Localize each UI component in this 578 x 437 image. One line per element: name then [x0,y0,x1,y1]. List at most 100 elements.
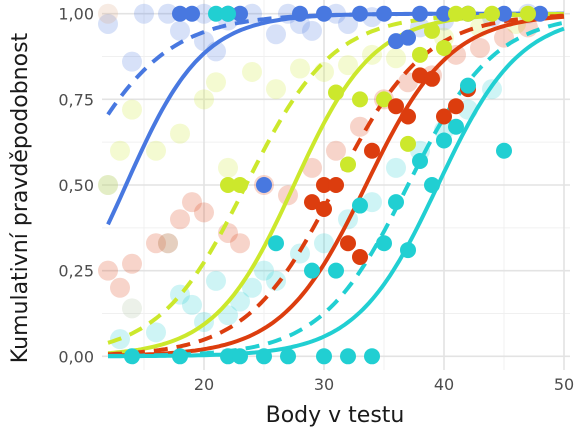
data-point [424,22,440,39]
data-point-faded [182,294,202,315]
data-point-faded [242,3,262,24]
data-point-faded [290,243,310,264]
data-point [184,5,200,22]
y-tick-labels: 0,00 0,25 0,50 0,75 1,00 [58,5,94,367]
data-point [436,39,452,56]
data-point [412,153,428,170]
data-point [316,177,332,193]
data-point [232,5,248,22]
data-point [304,262,320,279]
data-point [340,235,356,252]
data-point-faded [470,37,490,58]
data-point-faded [122,253,142,274]
data-point-faded [266,79,286,100]
data-point [388,194,404,211]
data-point [460,77,476,94]
data-point-faded [302,20,322,41]
data-point-faded [194,3,214,24]
data-point [292,5,308,22]
data-point [448,118,464,135]
data-point [448,5,464,22]
data-point-faded [266,24,286,45]
data-point-faded [146,322,166,343]
data-point [520,5,536,22]
data-point [400,242,416,259]
solid-points [124,5,548,365]
data-point [316,348,332,365]
data-point-faded [146,140,166,161]
data-point [352,91,368,108]
data-point-faded [182,192,202,213]
data-point [352,197,368,214]
data-point [220,5,236,22]
data-point-faded [242,277,262,298]
y-tick-label: 0,00 [58,347,94,366]
data-point [412,5,428,22]
data-point [364,348,380,365]
data-point-faded [98,175,118,195]
x-tick-label: 40 [434,375,454,394]
y-tick-label: 1,00 [58,5,94,24]
data-point [364,142,380,159]
data-point-faded [134,3,154,24]
data-point-faded [230,233,250,254]
data-point-faded [266,270,286,291]
data-point-faded [386,48,406,69]
data-point [400,108,416,125]
data-point-faded [290,58,310,79]
data-point-faded [206,270,226,291]
data-point-faded [338,13,358,34]
data-point [124,348,140,365]
data-point-faded [146,233,166,254]
data-point [436,132,452,149]
data-point-faded [98,175,118,195]
data-point [424,70,440,87]
data-point-faded [122,298,142,319]
data-point [484,5,500,22]
data-point-faded [110,277,130,298]
data-point [436,5,452,22]
data-point [400,29,416,46]
data-point [376,235,392,252]
data-point-faded [314,233,334,254]
data-point [220,177,236,193]
data-point-faded [170,123,190,144]
data-point [448,98,464,115]
data-point [172,348,188,365]
data-point-faded [122,51,142,72]
data-point-faded [98,3,118,24]
x-axis-title: Body v testu [266,403,405,428]
data-point [316,200,332,217]
data-point [328,84,344,101]
data-point [352,5,368,22]
data-point [328,262,344,279]
data-point-faded [386,157,406,178]
data-point-faded [170,209,190,230]
data-point [388,33,404,50]
data-point [220,348,236,365]
y-axis-title: Kumulativní pravděpodobnost [8,32,33,363]
data-point-faded [302,157,322,178]
data-point [232,177,248,193]
data-point [256,177,272,193]
data-point-faded [350,116,370,137]
data-point-faded [194,89,214,110]
data-point [208,5,224,22]
y-tick-label: 0,25 [58,262,94,281]
data-point-faded [158,3,178,24]
data-point [376,5,392,22]
data-point-faded [326,140,346,161]
data-point [496,142,512,159]
data-point-faded [194,202,214,223]
data-point [280,348,296,365]
faded-points [98,3,538,350]
data-point [376,91,392,108]
data-point-faded [98,260,118,281]
data-point [352,248,368,265]
data-point [400,135,416,152]
data-point [232,348,248,365]
data-point-faded [206,72,226,93]
x-tick-label: 20 [194,375,214,394]
data-point [424,177,440,193]
